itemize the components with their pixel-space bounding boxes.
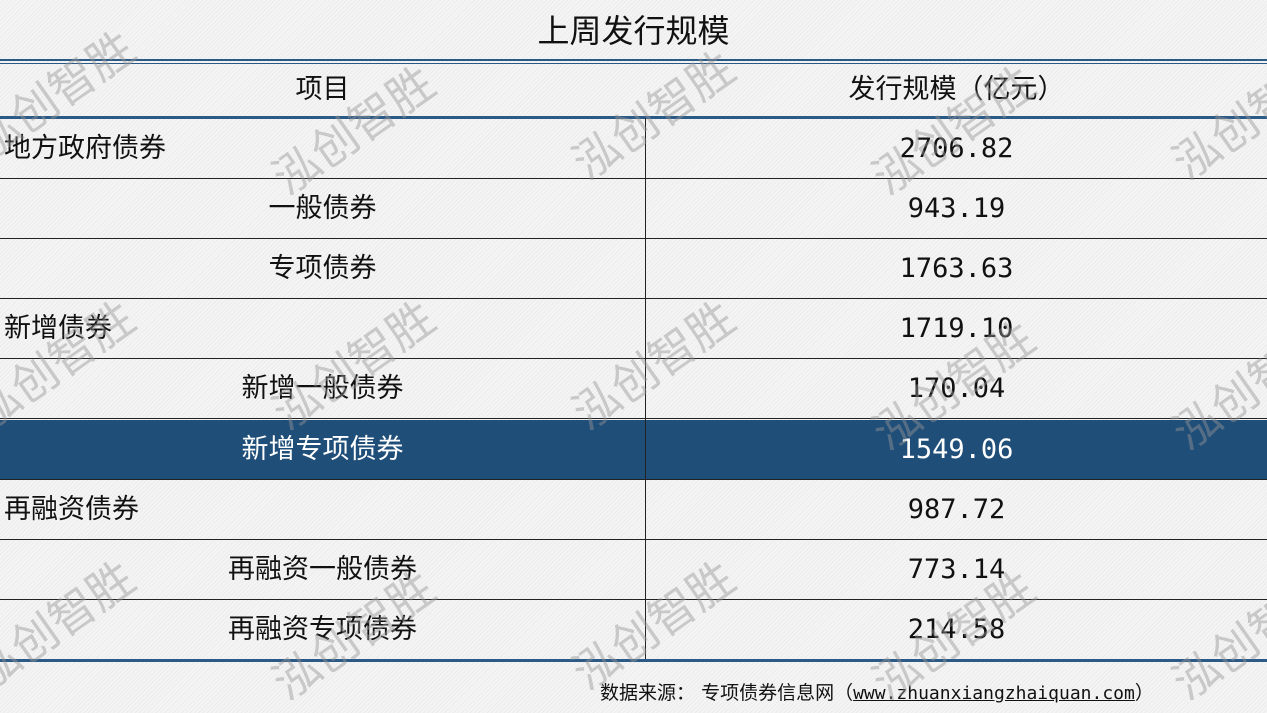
row-value: 214.58: [907, 613, 1006, 645]
table-row: 再融资一般债券 773.14: [0, 540, 1267, 600]
row-value: 1763.63: [899, 253, 1014, 285]
row-value: 773.14: [907, 553, 1006, 585]
row-value: 1549.06: [899, 433, 1014, 465]
row-item: 新增债券: [4, 313, 112, 345]
table-row: 新增一般债券 170.04: [0, 359, 1267, 420]
row-item: 新增专项债券: [241, 433, 404, 465]
table-row: 再融资债券 987.72: [0, 480, 1267, 540]
table-row: 再融资专项债券 214.58: [0, 600, 1267, 660]
row-item: 再融资专项债券: [228, 613, 417, 645]
column-divider: [645, 118, 646, 660]
row-item: 专项债券: [268, 253, 377, 285]
row-value: 987.72: [907, 493, 1006, 525]
table-row: 新增债券 1719.10: [0, 299, 1267, 360]
bottom-rule: [0, 659, 1267, 662]
column-header-item: 项目: [295, 74, 350, 105]
row-item: 一般债券: [268, 193, 377, 225]
row-value: 1719.10: [899, 313, 1014, 345]
source-name: 专项债券信息网（: [701, 682, 854, 704]
header-rule: [0, 116, 1267, 119]
column-header-value: 发行规模（亿元）: [848, 74, 1065, 105]
table-title: 上周发行规模: [537, 12, 730, 50]
top-rule-inner: [0, 63, 1267, 64]
table-row: 地方政府债券 2706.82: [0, 119, 1267, 179]
source-url[interactable]: www.zhuanxiangzhaiquan.com: [853, 683, 1135, 704]
table-row: 新增专项债券 1549.06: [0, 419, 1267, 480]
data-source: 数据来源： 专项债券信息网（www.zhuanxiangzhaiquan.com…: [600, 678, 1154, 705]
source-label: 数据来源：: [600, 682, 696, 704]
row-value: 170.04: [907, 373, 1006, 405]
table-row: 一般债券 943.19: [0, 179, 1267, 240]
row-item: 再融资一般债券: [228, 553, 417, 585]
row-item: 地方政府债券: [4, 133, 166, 164]
row-item: 新增一般债券: [241, 373, 404, 405]
table-row: 专项债券 1763.63: [0, 239, 1267, 300]
source-close: ）: [1134, 682, 1154, 704]
row-value: 943.19: [907, 193, 1006, 225]
row-value: 2706.82: [899, 133, 1014, 164]
row-item: 再融资债券: [4, 493, 139, 525]
top-rule: [0, 59, 1267, 61]
